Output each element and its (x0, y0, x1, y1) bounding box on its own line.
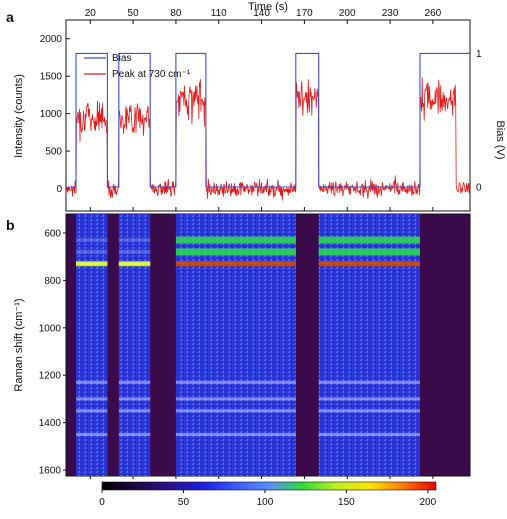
x-tick-label: 260 (425, 8, 442, 19)
heatmap-on-block (75, 214, 108, 476)
heatmap-band (118, 397, 151, 401)
heatmap-band (318, 409, 421, 413)
heatmap-band (318, 248, 421, 256)
colorbar: 0 50 100 150 200 (99, 481, 437, 508)
panel-b-heatmap: 600 800 1000 1200 1400 1600 Raman shift (cm⁻¹… (13, 213, 471, 479)
panel-a-label: a (6, 9, 14, 25)
raman-tick-label: 800 (44, 276, 61, 287)
heatmap-band (318, 380, 421, 384)
heatmap-band (118, 433, 151, 437)
heatmap-band (318, 433, 421, 437)
colorbar-gradient (101, 481, 437, 491)
colorbar-tick-label: 100 (257, 497, 274, 508)
heatmap-band (75, 397, 108, 401)
x-tick-label: 230 (382, 8, 399, 19)
y-tick-label: 0 (56, 184, 62, 195)
legend-peak-label: Peak at 730 cm⁻¹ (112, 69, 191, 80)
y-tick-label: 1000 (40, 109, 63, 120)
x-tick-label: 170 (296, 8, 313, 19)
x-tick-label: 200 (339, 8, 356, 19)
y2-tick-label: 0 (476, 182, 482, 193)
raman-tick-label: 600 (44, 228, 61, 239)
colorbar-ticks: 0 50 100 150 200 (99, 490, 437, 508)
y-tick-label: 2000 (40, 34, 63, 45)
heatmap-band (318, 397, 421, 401)
raman-tick-label: 1600 (39, 466, 62, 477)
x-tick-label: 50 (128, 8, 140, 19)
heatmap-on-block (175, 214, 296, 476)
y-tick-label: 1500 (40, 72, 63, 83)
peak-730-series-line (65, 77, 471, 201)
x-tick-label: 20 (85, 8, 97, 19)
heatmap-band (75, 380, 108, 384)
heatmap-band-peak-core (118, 262, 151, 265)
heatmap-band (175, 380, 296, 384)
bias-series-line (66, 52, 470, 188)
heatmap-band (75, 238, 108, 243)
panel-a-line-chart: 20 50 80 110 140 170 200 230 260 0 500 1000 1500 2000… (13, 1, 506, 212)
heatmap-band (118, 238, 151, 243)
panel-a-ticks: 20 50 80 110 140 170 200 230 260 0 500 1000 1500 2000… (40, 8, 482, 211)
heatmap-band (175, 236, 296, 244)
legend: Bias Peak at 730 cm⁻¹ (84, 53, 191, 80)
panel-a-frame (65, 19, 471, 212)
heatmap-band-peak-core (75, 262, 108, 265)
panel-b-label: b (6, 217, 15, 233)
colorbar-tick-label: 50 (178, 497, 190, 508)
y2-axis-title: Bias (V) (494, 120, 506, 159)
y-axis-title: Intensity (counts) (13, 74, 25, 158)
heatmap-band (118, 249, 151, 254)
raman-tick-label: 1000 (39, 323, 62, 334)
heatmap-band (175, 261, 296, 267)
heatmap-on-block (118, 214, 151, 476)
heatmap-band (118, 380, 151, 384)
colorbar-tick-label: 150 (338, 497, 355, 508)
heatmap-on-block (318, 214, 421, 476)
heatmap-band (75, 409, 108, 413)
panel-b-ticks: 600 800 1000 1200 1400 1600 (39, 228, 434, 479)
x-tick-label: 140 (253, 8, 270, 19)
heatmap-band (318, 261, 421, 267)
panel-a-series (65, 52, 471, 201)
y2-tick-label: 1 (476, 49, 482, 60)
raman-tick-label: 1200 (39, 371, 62, 382)
heatmap-band (118, 409, 151, 413)
heatmap-band (175, 433, 296, 437)
x-tick-label: 110 (211, 8, 227, 19)
heatmap-band (175, 248, 296, 256)
colorbar-tick-label: 0 (99, 497, 105, 508)
raman-shift-axis-title: Raman shift (cm⁻¹) (13, 298, 25, 391)
y-tick-label: 500 (45, 147, 62, 158)
raman-tick-label: 1400 (39, 418, 62, 429)
heatmap-band (318, 236, 421, 244)
x-axis-title: Time (s) (248, 1, 288, 13)
x-tick-label: 80 (170, 8, 182, 19)
heatmap-band (75, 249, 108, 254)
panel-b-intensity-map (75, 214, 421, 476)
heatmap-band (175, 397, 296, 401)
heatmap-band (175, 409, 296, 413)
legend-bias-label: Bias (112, 53, 131, 64)
colorbar-tick-label: 200 (420, 497, 437, 508)
heatmap-band (75, 433, 108, 437)
